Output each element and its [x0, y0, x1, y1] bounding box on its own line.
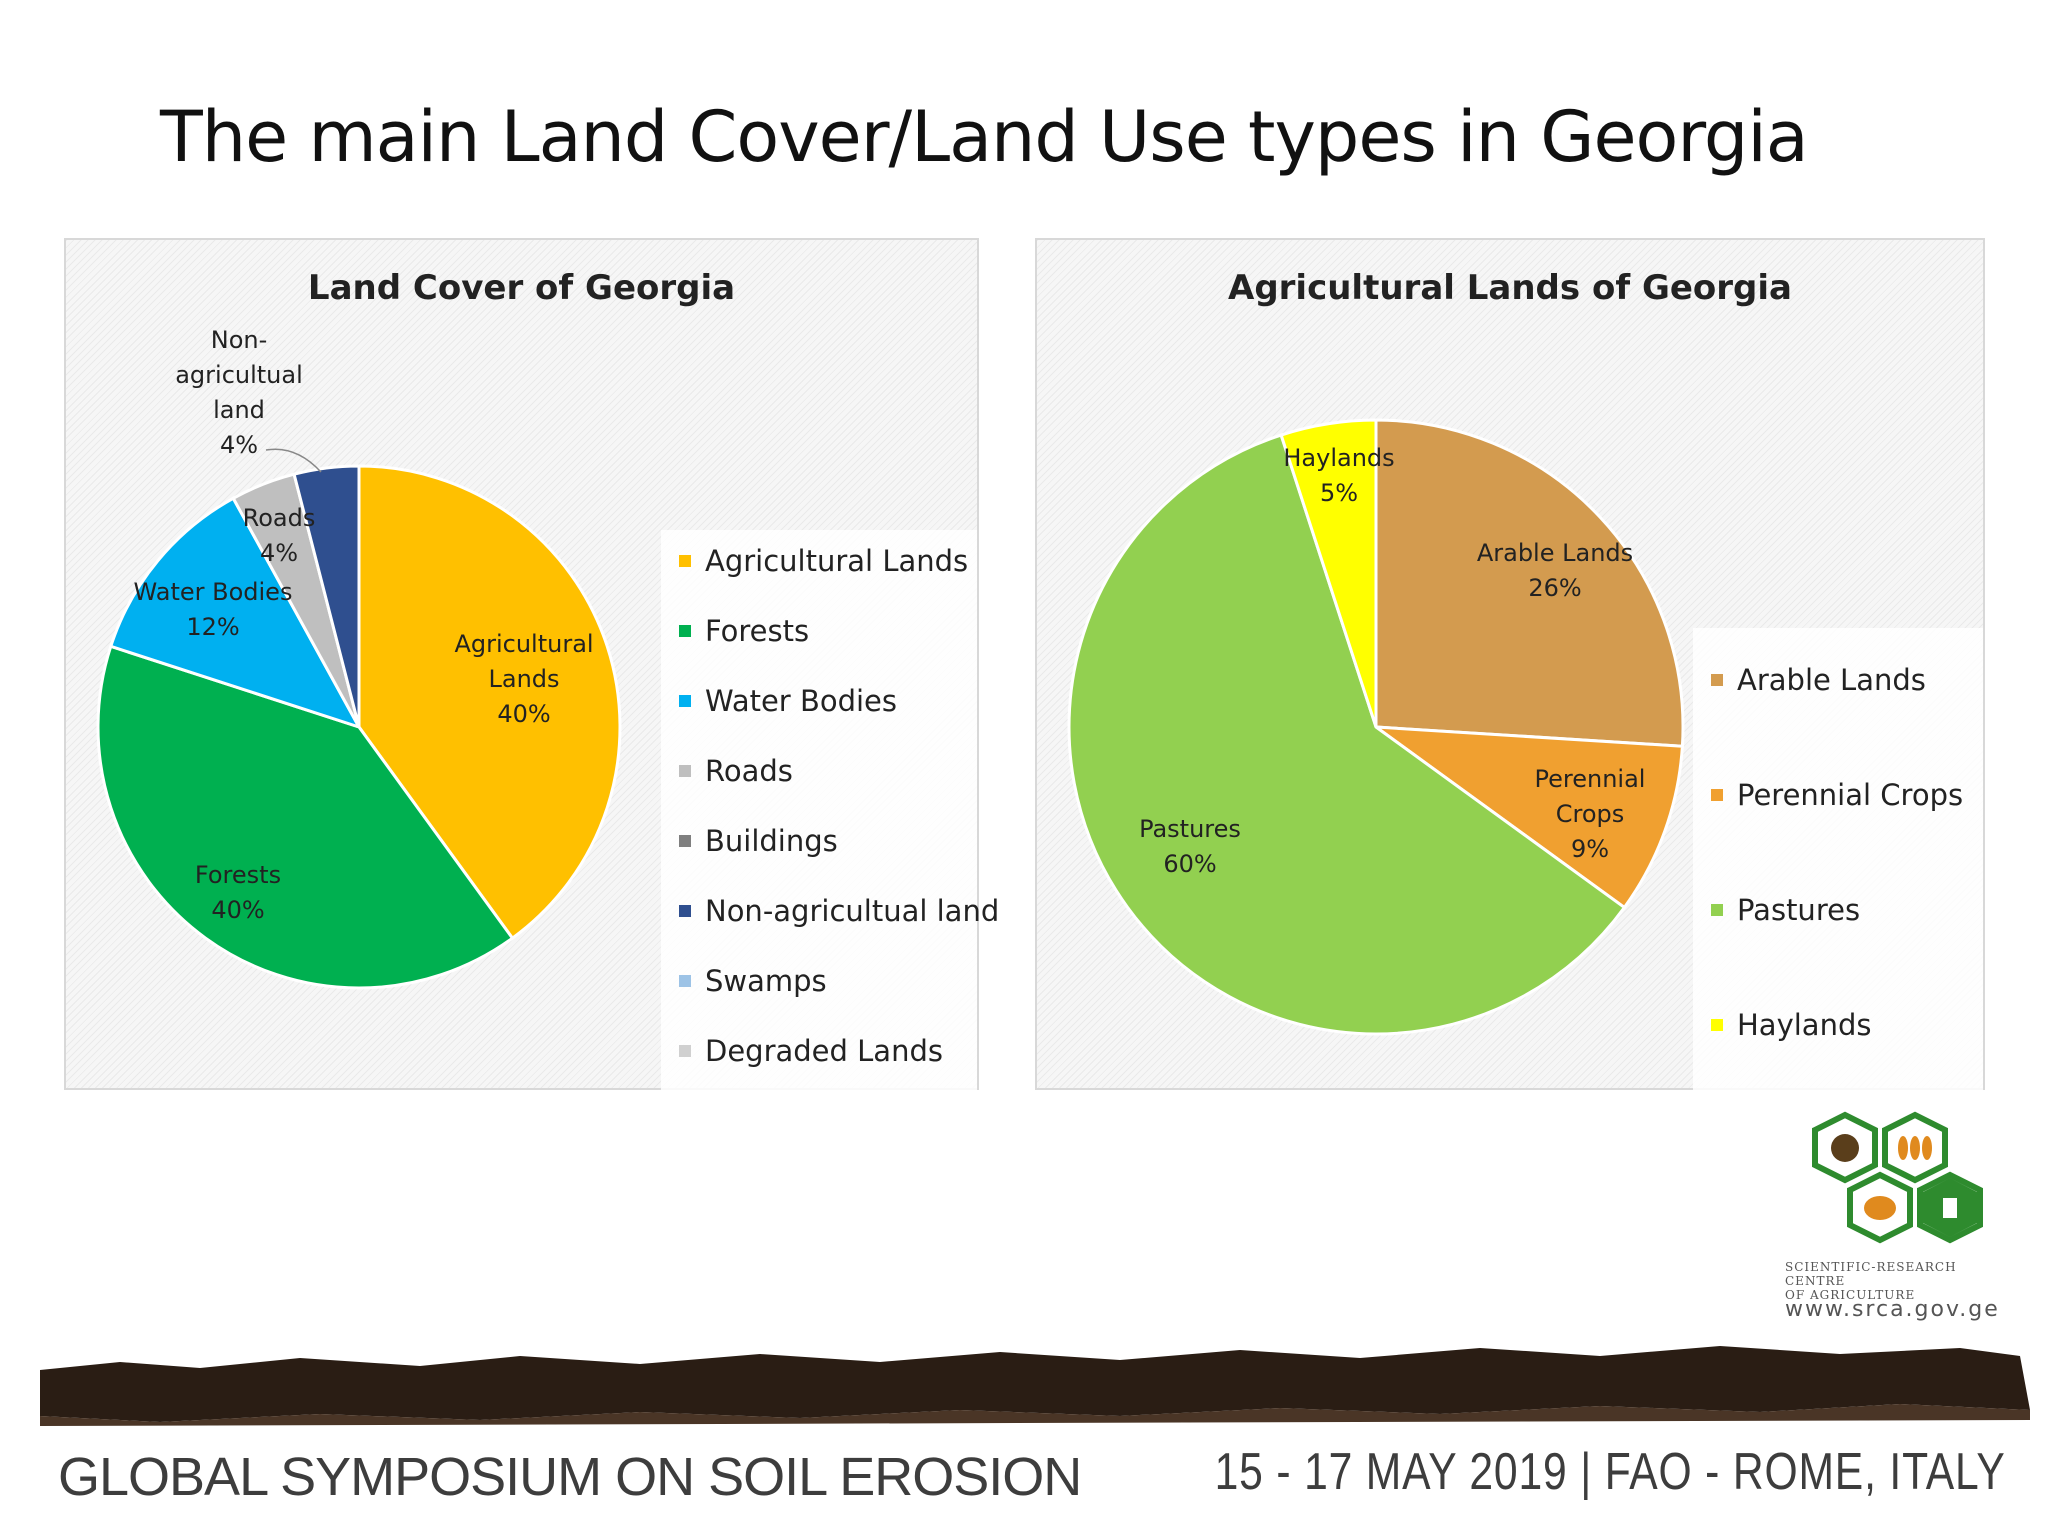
- legend-swatch: [679, 625, 691, 637]
- legend-swatch: [679, 555, 691, 567]
- chart-legend: Agricultural Lands Forests Water Bodies Roa…: [661, 530, 999, 1090]
- chart-title: Agricultural Lands of Georgia: [1228, 268, 1792, 308]
- legend-item-buildings: Buildings: [679, 824, 838, 858]
- srca-logo: [1812, 1111, 1983, 1244]
- agricultural-lands-pie: Arable Lands 26% Perennial Crops 9% Pastures 6…: [1067, 418, 1685, 1036]
- pie-slice-water-bodies: [108, 496, 363, 730]
- legend-label: Swamps: [705, 964, 827, 998]
- legend-label: Arable Lands: [1737, 663, 1926, 697]
- legend-item-swamps: Swamps: [679, 964, 827, 998]
- footer-event: GLOBAL SYMPOSIUM ON SOIL EROSION: [58, 1447, 1082, 1507]
- chart-legend: Arable Lands Perennial Crops Pastures Hayla…: [1693, 628, 1983, 1090]
- data-label-pastures: Pastures 60%: [1139, 815, 1241, 878]
- data-label-arable-lands: Arable Lands 26%: [1477, 539, 1633, 602]
- logo-caption: Scientific-Research Centre of Agricultur…: [1785, 1260, 2015, 1302]
- legend-swatch: [679, 905, 691, 917]
- legend-swatch: [679, 695, 691, 707]
- pie-slice-forests: [96, 644, 515, 990]
- pie-slice-non-agricultual-land: [292, 464, 361, 728]
- pie-slice-agricultural-lands: [357, 464, 622, 941]
- soil-band-decoration: [40, 1346, 2030, 1426]
- pie-slice-arable-lands: [1374, 418, 1685, 748]
- agricultural-lands-chart: Agricultural Lands of Georgia Arable Lan…: [1035, 238, 1985, 1090]
- logo-caption-line: of Agriculture: [1785, 1288, 1916, 1302]
- legend-swatch: [679, 975, 691, 987]
- legend-label: Water Bodies: [705, 684, 897, 718]
- legend-item-roads: Roads: [679, 754, 793, 788]
- legend-item-perennial-crops: Perennial Crops: [1711, 778, 1963, 812]
- legend-label: Forests: [705, 614, 810, 648]
- pie-slice-pastures: [1067, 433, 1627, 1036]
- pie-slice-haylands: [1279, 418, 1378, 728]
- legend-label: Degraded Lands: [705, 1034, 943, 1068]
- legend-swatch: [679, 1045, 691, 1057]
- legend-label: Non-agricultual land: [705, 894, 1000, 928]
- data-label-haylands: Haylands 5%: [1283, 444, 1394, 507]
- legend-label: Perennial Crops: [1737, 778, 1964, 812]
- leader-line: [265, 448, 322, 473]
- logo-url: www.srca.gov.ge: [1785, 1297, 2000, 1322]
- slide-title: The main Land Cover/Land Use types in Ge…: [160, 96, 1809, 178]
- data-label-roads: Roads 4%: [243, 504, 316, 567]
- legend-swatch: [1711, 674, 1723, 686]
- legend-item-arable-lands: Arable Lands: [1711, 663, 1926, 697]
- data-label-forests: Forests 40%: [195, 861, 281, 924]
- legend-item-haylands: Haylands: [1711, 1008, 1871, 1042]
- legend-item-pastures: Pastures: [1711, 893, 1860, 927]
- legend-label: Agricultural Lands: [705, 544, 969, 578]
- data-label-agricultural-lands: Agricultural Lands 40%: [454, 630, 593, 728]
- footer-date-place: 15 - 17 MAY 2019 | FAO - ROME, ITALY: [1214, 1443, 2006, 1501]
- legend-item-non-agricultual-land: Non-agricultual land: [679, 894, 999, 928]
- legend-item-water-bodies: Water Bodies: [679, 684, 897, 718]
- land-cover-pie: Agricultural Lands 40% Forests 40% Water Bodi…: [96, 326, 622, 990]
- pie-slice-perennial-crops: [1370, 725, 1684, 910]
- chart-title: Land Cover of Georgia: [307, 268, 736, 308]
- legend-label: Haylands: [1737, 1008, 1872, 1042]
- data-label-perennial-crops: Perennial Crops 9%: [1535, 765, 1646, 863]
- logo-caption-line: Scientific-Research Centre: [1785, 1260, 1957, 1288]
- legend-label: Buildings: [705, 824, 838, 858]
- legend-item-degraded-lands: Degraded Lands: [679, 1034, 943, 1068]
- legend-label: Pastures: [1737, 893, 1861, 927]
- legend-swatch: [1711, 789, 1723, 801]
- data-label-water-bodies: Water Bodies 12%: [134, 578, 293, 641]
- legend-swatch: [1711, 1019, 1723, 1031]
- legend-label: Roads: [705, 754, 793, 788]
- legend-swatch: [679, 835, 691, 847]
- legend-swatch: [679, 765, 691, 777]
- land-cover-chart: Land Cover of Georgia Agricultural Lands 4…: [64, 238, 999, 1090]
- legend-swatch: [1711, 904, 1723, 916]
- data-label-non-agricultual-land: Non-agricultual land 4%: [175, 326, 303, 459]
- legend-item-agricultural-lands: Agricultural Lands: [679, 544, 968, 578]
- legend-item-forests: Forests: [679, 614, 809, 648]
